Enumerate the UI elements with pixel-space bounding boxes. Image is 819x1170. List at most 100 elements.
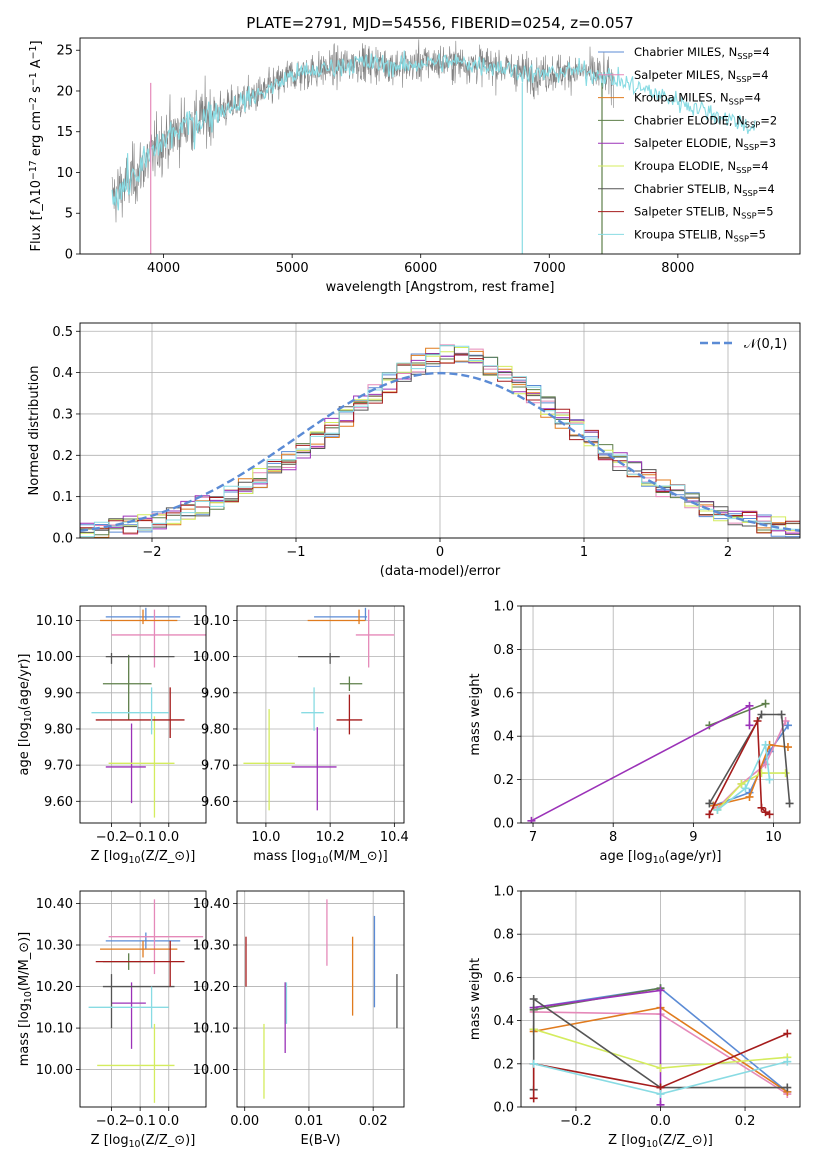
weight-marker	[757, 803, 766, 812]
y-axis-label: mass weight	[468, 958, 483, 1040]
y-tick-label: 0.4	[52, 366, 73, 381]
axes-frame	[79, 37, 801, 255]
mass-weight-vs-age-panel: 7 8 9 10 0.0 0.2 0.4 0.6 0.8 1.0 age [log10(age/yr…	[468, 600, 801, 866]
weight-marker	[737, 779, 746, 788]
errorbar-point	[111, 982, 146, 1049]
y-tick-label: 0.2	[52, 449, 73, 464]
x-tick-label: 10.2	[316, 830, 345, 845]
weight-marker	[656, 1100, 665, 1107]
y-axis-label: mass [log10(M/M_⊙)]	[17, 932, 34, 1067]
axes-frame	[79, 890, 207, 1108]
weight-line	[533, 989, 662, 1105]
axes-frame	[520, 605, 801, 824]
x-tick-label: 10.4	[380, 830, 409, 845]
y-tick-label: 0.5	[52, 325, 73, 340]
plot-area	[80, 344, 800, 538]
y-tick-label: 0.2	[493, 1057, 514, 1072]
legend-entry: Chabrier MILES, NSSP=4	[634, 45, 770, 61]
y-axis-label: Flux [f_λ10−17 erg cm−2 s−1 A−1]	[28, 40, 44, 251]
y-tick-label: 10.20	[193, 980, 230, 995]
weight-marker	[527, 816, 536, 823]
y-tick-label: 0.8	[493, 928, 514, 943]
normal-curve	[80, 371, 800, 532]
y-tick-label: 10.10	[193, 1022, 230, 1037]
plot-area	[245, 899, 398, 1099]
x-axis-label: mass [log10(M/M_⊙)]	[253, 849, 388, 866]
grid	[80, 606, 206, 823]
mass-vs-metallicity-panel: −0.2−0.1 0.0 10.00 10.10 10.20 10.30 10.40 Z [l…	[17, 890, 207, 1150]
x-tick-label: 0.02	[359, 1114, 388, 1129]
x-axis-label: E(B-V)	[300, 1133, 340, 1148]
y-tick-label: 10.00	[36, 1063, 73, 1078]
y-tick-label: 10.00	[193, 650, 230, 665]
y-tick-label: 10.20	[36, 980, 73, 995]
x-tick-label: 0	[436, 545, 444, 560]
weight-marker	[757, 710, 766, 719]
y-tick-label: 0.0	[52, 532, 73, 547]
y-tick-label: 10.10	[36, 1022, 73, 1037]
x-axis-label: (data-model)/error	[380, 564, 501, 579]
y-tick-label: 20	[56, 84, 73, 99]
weight-marker	[745, 701, 754, 710]
weight-marker	[529, 995, 538, 1003]
weight-marker	[765, 810, 774, 819]
errorbar-point	[336, 694, 363, 735]
x-tick-label: −0.1	[124, 830, 156, 845]
x-tick-label: −0.2	[96, 830, 128, 845]
y-axis-label: age [log10(age/yr)]	[17, 654, 34, 776]
errorbar-point	[307, 609, 366, 625]
x-tick-label: 6000	[404, 261, 437, 276]
errorbar-point	[102, 654, 152, 720]
mass-weight-vs-metallicity-panel: −0.2 0.0 0.2 0.0 0.2 0.4 0.6 0.8 1.0 Z [log10(Z/Z…	[468, 885, 801, 1150]
x-axis-label: Z [log10(Z/Z_⊙)]	[91, 1133, 196, 1150]
plot-area	[88, 899, 204, 1103]
weight-marker	[781, 769, 790, 778]
errorbar-point	[100, 609, 178, 625]
x-tick-label: 8000	[661, 261, 694, 276]
weight-marker	[713, 805, 722, 814]
x-tick-label: 9	[689, 830, 697, 845]
axes-frame	[79, 322, 801, 539]
axes-frame	[236, 605, 405, 824]
y-tick-label: 0.1	[52, 490, 73, 505]
y-tick-label: 9.60	[44, 795, 73, 810]
x-tick-label: 0.2	[735, 1114, 756, 1129]
model-spectrum	[111, 50, 756, 211]
residual-histogram	[80, 345, 800, 538]
y-tick-label: 0.4	[493, 1014, 514, 1029]
x-axis-label: age [log10(age/yr)]	[600, 849, 722, 866]
weight-marker	[656, 1090, 665, 1099]
weight-marker	[705, 810, 714, 819]
y-tick-label: 9.90	[44, 686, 73, 701]
y-tick-label: 0.3	[52, 407, 73, 422]
errorbar-point	[100, 940, 178, 958]
y-tick-label: 0.2	[493, 773, 514, 788]
weight-marker	[783, 721, 792, 730]
y-tick-label: 10.00	[193, 1063, 230, 1078]
weight-marker	[761, 808, 770, 817]
x-axis-label: Z [log10(Z/Z_⊙)]	[608, 1133, 713, 1150]
axes-frame	[236, 890, 405, 1108]
x-tick-label: 10	[765, 830, 782, 845]
plot-area	[91, 607, 206, 818]
y-tick-label: 5	[65, 207, 73, 222]
y-tick-label: 1.0	[493, 600, 514, 615]
age-vs-mass-panel: 10.0 10.2 10.4 9.60 9.70 9.80 9.90 10.00 10.10 ma…	[193, 605, 409, 866]
weight-marker	[761, 740, 770, 749]
x-tick-label: 2	[724, 545, 732, 560]
weight-marker	[777, 710, 786, 719]
weight-marker	[753, 717, 762, 726]
spectrum-panel: 4000 5000 6000 7000 8000 0 5 10 15 20 25 wavelength…	[28, 37, 801, 295]
age-vs-metallicity-panel: −0.2−0.1 0.0 9.60 9.70 9.80 9.90 10.00 10.10 Z […	[17, 605, 207, 866]
y-tick-label: 9.70	[44, 759, 73, 774]
legend-entry: Kroupa STELIB, NSSP=5	[634, 227, 766, 243]
axes-frame	[520, 890, 801, 1108]
axes-frame	[79, 605, 207, 824]
x-tick-label: 10.0	[251, 830, 280, 845]
weight-line	[716, 741, 771, 811]
x-tick-label: −0.2	[560, 1114, 592, 1129]
y-tick-label: 9.80	[44, 722, 73, 737]
legend-entry: 𝒩(0,1)	[744, 337, 787, 352]
y-tick-label: 10.40	[36, 897, 73, 912]
legend-entry: Chabrier ELODIE, NSSP=2	[634, 113, 777, 129]
